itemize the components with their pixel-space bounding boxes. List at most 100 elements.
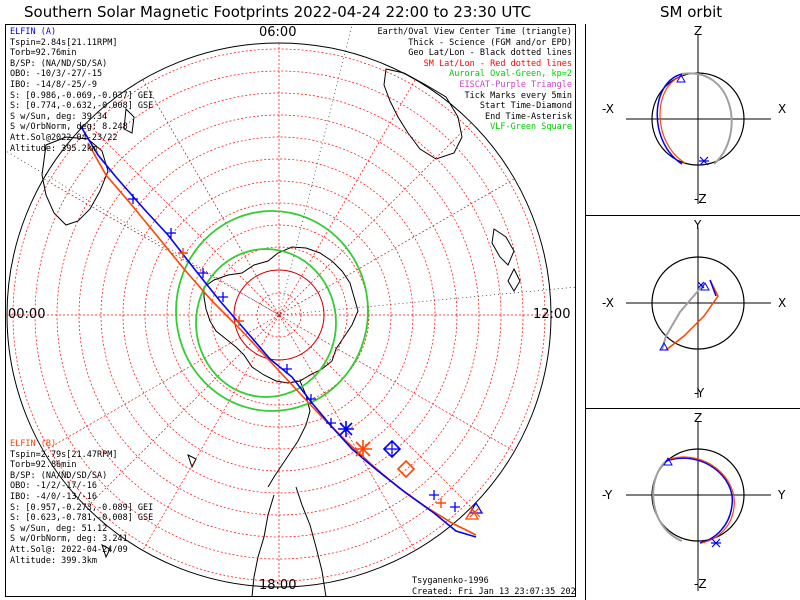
elfin-b-end-asterisk — [354, 440, 372, 458]
orbit-title: SM orbit — [660, 3, 723, 21]
earth-outline — [651, 72, 745, 166]
created-credit: Created: Fri Jan 13 23:07:35 2023 — [412, 587, 576, 597]
tick-mark — [218, 292, 228, 302]
tick-mark — [429, 490, 439, 500]
axis-label-bottom: -Z — [694, 577, 707, 591]
orbit-triangle — [676, 73, 686, 83]
elfin-b-info: ELFIN (B) Tspin=2.79s[21.47RPM] Torb=92.… — [10, 439, 153, 566]
south-america-outline — [251, 494, 275, 596]
tick-mark — [198, 268, 208, 278]
legend-item: Auroral Oval-Green, kp=2 — [449, 69, 572, 80]
orbit-gray — [681, 72, 733, 165]
sm-meridian — [43, 178, 515, 452]
orbit-b — [669, 456, 735, 544]
elfin-b-line: S w/OrbNorm, deg: 3.241 — [10, 534, 128, 545]
sm-meridian — [43, 178, 515, 452]
mlt-label-bottom: 18:00 — [259, 578, 297, 593]
earth-outline — [651, 448, 745, 542]
elfin-a-start-diamond — [382, 439, 402, 459]
elfin-a-line: S w/OrbNorm, deg: 8.248 — [10, 122, 128, 133]
orbit-triangle — [663, 456, 673, 466]
axis-label-top: Y — [694, 218, 702, 232]
tick-mark — [326, 418, 336, 428]
tick-mark — [178, 248, 188, 258]
orbit-b — [665, 279, 719, 351]
legend-item: Earth/Oval View Center Time (triangle) — [377, 27, 572, 37]
orbit-a — [656, 73, 683, 165]
orbit-xz-canvas — [626, 34, 771, 204]
elfin-b-line: Att.Sol@: 2022-04-24/09 — [10, 544, 128, 555]
elfin-b-triangle — [464, 507, 480, 520]
legend-item: SM Lat/Lon - Red dotted lines — [423, 58, 572, 69]
antarctica-outline — [203, 246, 359, 384]
legend-item: Geo Lat/Lon - Black dotted lines — [408, 48, 572, 59]
axis-label-left: -X — [602, 296, 614, 310]
legend: Earth/Oval View Center Time (triangle) T… — [378, 27, 572, 133]
elfin-b-start-x — [469, 506, 481, 518]
sm-meridian — [142, 79, 416, 551]
footprint-map: 06:00 00:00 12:00 18:00 ELFIN (A) Tspin=… — [5, 24, 576, 597]
axis-label-top: Z — [694, 24, 703, 38]
orbit-asterisk — [711, 538, 721, 548]
island-outline-2 — [187, 454, 197, 469]
elfin-a-line: Att.Sol@2022-04-23/22 — [10, 132, 118, 143]
orbit-panel-xz: Z -Z -X X — [585, 24, 800, 215]
orbit-triangle-2 — [659, 341, 669, 351]
tick-mark — [234, 316, 244, 326]
mlt-label-left: 00:00 — [8, 307, 46, 322]
elfin-a-ticks — [128, 194, 460, 512]
axis-label-bottom: -Z — [694, 192, 707, 206]
elfin-a-line: Altitude: 395.2km — [10, 143, 97, 154]
elfin-a-line: S: [0.986,-0.069,-0.037] GEI — [10, 90, 154, 101]
elfin-b-line: S w/Sun, deg: 51.12 — [10, 523, 108, 534]
elfin-a-end-asterisk — [338, 421, 354, 437]
axis-label-top: Z — [694, 411, 703, 425]
elfin-b-header: ELFIN (B) — [10, 439, 57, 449]
mlt-label-top: 06:00 — [259, 25, 297, 40]
elfin-a-line: OBO: -10/3/-27/-15 — [10, 69, 103, 80]
tick-mark — [385, 442, 399, 456]
australia-outline — [383, 68, 463, 160]
elfin-a-track — [79, 124, 477, 538]
axis-label-left: -X — [602, 102, 614, 116]
orbit-a — [709, 279, 717, 297]
elfin-b-line: Tspin=2.79s[21.47RPM] — [10, 449, 118, 460]
sm-meridian — [86, 122, 472, 508]
elfin-b-line: IBO: -4/0/-13/-16 — [10, 491, 97, 502]
auroral-oval — [175, 210, 369, 412]
elfin-a-info: ELFIN (A) Tspin=2.84s[21.11RPM] Torb=92.… — [10, 27, 153, 154]
orbit-b — [659, 75, 686, 164]
axis-label-left: -Y — [602, 488, 613, 502]
orbit-asterisk — [697, 281, 705, 289]
orbit-gray — [652, 460, 683, 542]
orbit-a — [665, 457, 733, 544]
island-outline — [101, 544, 111, 559]
earth-outline — [651, 256, 745, 350]
tick-mark — [306, 394, 316, 404]
elfin-a-line: Tspin=2.84s[21.11RPM] — [10, 37, 118, 48]
plot-title: Southern Solar Magnetic Footprints 2022-… — [24, 3, 532, 21]
madagascar-outline — [123, 107, 135, 134]
tick-mark — [436, 498, 446, 508]
legend-item: Thick - Science (FGM and/or EPD) — [408, 37, 572, 48]
orbit-asterisk — [699, 156, 709, 166]
legend-item: VLF-Green Square — [490, 122, 572, 133]
tick-mark — [166, 228, 176, 238]
elfin-a-line: S w/Sun, deg: 39.34 — [10, 111, 108, 122]
axis-label-right: Y — [778, 488, 786, 502]
new-zealand-outline — [491, 228, 515, 266]
legend-item: Tick Marks every 5min — [464, 90, 572, 101]
sm-meridian — [142, 79, 416, 551]
sm-pole-ring — [233, 269, 325, 361]
model-credit: Tsyganenko-1996 — [412, 576, 489, 586]
elfin-b-line: B/SP: (NA/ND/SD/SA) — [10, 470, 108, 481]
auroral-oval-outer — [175, 210, 369, 412]
mlt-label-right: 12:00 — [533, 307, 571, 322]
footprint-map-canvas — [6, 25, 575, 596]
elfin-b-start-diamond — [396, 459, 416, 479]
elfin-b-line: Torb=92.86min — [10, 460, 77, 471]
axis-label-bottom: -Y — [694, 386, 705, 400]
legend-item: End Time-Asterisk — [485, 111, 572, 122]
elfin-a-line: Torb=92.76min — [10, 48, 77, 59]
